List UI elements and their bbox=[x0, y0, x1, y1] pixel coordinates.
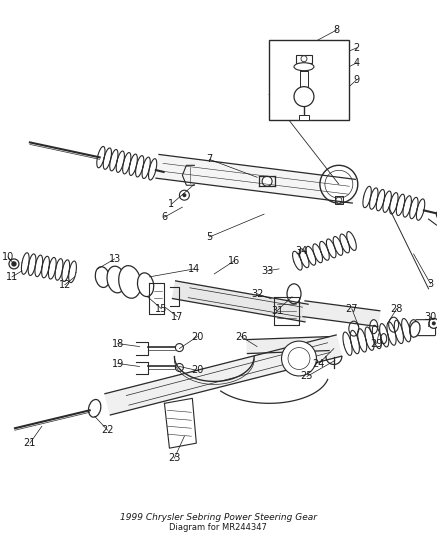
Text: 23: 23 bbox=[168, 453, 180, 463]
Ellipse shape bbox=[370, 320, 378, 334]
Circle shape bbox=[182, 193, 187, 197]
Text: 17: 17 bbox=[171, 312, 184, 322]
Text: 11: 11 bbox=[6, 272, 18, 282]
Text: 32: 32 bbox=[251, 289, 263, 299]
Text: 2: 2 bbox=[353, 43, 360, 53]
Text: Diagram for MR244347: Diagram for MR244347 bbox=[170, 523, 267, 532]
Ellipse shape bbox=[287, 284, 301, 304]
Circle shape bbox=[12, 262, 16, 266]
Text: 3: 3 bbox=[427, 279, 434, 289]
Polygon shape bbox=[156, 155, 355, 203]
Polygon shape bbox=[247, 337, 329, 353]
Ellipse shape bbox=[410, 321, 420, 337]
Text: 33: 33 bbox=[261, 266, 273, 276]
Text: 12: 12 bbox=[59, 280, 71, 290]
Text: 28: 28 bbox=[390, 304, 403, 314]
Ellipse shape bbox=[325, 171, 353, 198]
Text: 21: 21 bbox=[24, 438, 36, 448]
Text: 20: 20 bbox=[191, 332, 204, 342]
Polygon shape bbox=[173, 281, 308, 322]
Text: 18: 18 bbox=[112, 338, 124, 349]
Ellipse shape bbox=[88, 399, 101, 417]
Circle shape bbox=[294, 87, 314, 107]
Ellipse shape bbox=[288, 348, 310, 369]
Text: 29: 29 bbox=[371, 338, 383, 349]
Polygon shape bbox=[105, 335, 342, 415]
Text: 5: 5 bbox=[206, 232, 212, 242]
FancyBboxPatch shape bbox=[299, 115, 309, 119]
FancyBboxPatch shape bbox=[416, 320, 435, 336]
Ellipse shape bbox=[294, 63, 314, 71]
Ellipse shape bbox=[389, 317, 399, 332]
Circle shape bbox=[262, 176, 272, 186]
Bar bbox=[269, 40, 349, 119]
Text: 34: 34 bbox=[295, 246, 307, 256]
Ellipse shape bbox=[119, 265, 141, 298]
Text: 13: 13 bbox=[109, 254, 121, 264]
FancyBboxPatch shape bbox=[296, 55, 312, 63]
Text: 10: 10 bbox=[2, 252, 14, 262]
Text: 25: 25 bbox=[301, 372, 313, 382]
Circle shape bbox=[175, 364, 184, 372]
Text: 19: 19 bbox=[112, 359, 124, 368]
Text: 27: 27 bbox=[346, 304, 358, 314]
Ellipse shape bbox=[95, 266, 110, 287]
Text: 9: 9 bbox=[354, 75, 360, 85]
Circle shape bbox=[175, 344, 184, 352]
Text: 20: 20 bbox=[191, 366, 204, 375]
Ellipse shape bbox=[410, 320, 417, 334]
Text: 31: 31 bbox=[271, 306, 283, 316]
Text: 1: 1 bbox=[168, 199, 174, 209]
Circle shape bbox=[301, 56, 307, 62]
Text: 8: 8 bbox=[334, 25, 340, 35]
Text: 24: 24 bbox=[313, 359, 325, 368]
Text: 26: 26 bbox=[235, 332, 247, 342]
Text: 1999 Chrysler Sebring Power Steering Gear: 1999 Chrysler Sebring Power Steering Gea… bbox=[120, 513, 317, 522]
Text: 30: 30 bbox=[424, 312, 437, 322]
Ellipse shape bbox=[320, 165, 358, 203]
Circle shape bbox=[432, 321, 436, 325]
Text: 16: 16 bbox=[228, 256, 240, 266]
Circle shape bbox=[436, 209, 438, 220]
Polygon shape bbox=[303, 301, 380, 327]
Text: 7: 7 bbox=[206, 155, 212, 164]
Text: 15: 15 bbox=[155, 304, 168, 314]
Ellipse shape bbox=[282, 341, 316, 376]
Text: 22: 22 bbox=[101, 425, 114, 435]
Text: 4: 4 bbox=[354, 58, 360, 68]
Text: 14: 14 bbox=[188, 264, 201, 274]
Ellipse shape bbox=[349, 321, 359, 336]
Circle shape bbox=[336, 197, 342, 203]
Circle shape bbox=[9, 259, 19, 269]
Circle shape bbox=[180, 190, 189, 200]
Circle shape bbox=[429, 318, 438, 328]
Ellipse shape bbox=[107, 266, 125, 293]
Ellipse shape bbox=[138, 273, 154, 296]
Text: 6: 6 bbox=[161, 212, 167, 222]
Ellipse shape bbox=[381, 334, 387, 344]
